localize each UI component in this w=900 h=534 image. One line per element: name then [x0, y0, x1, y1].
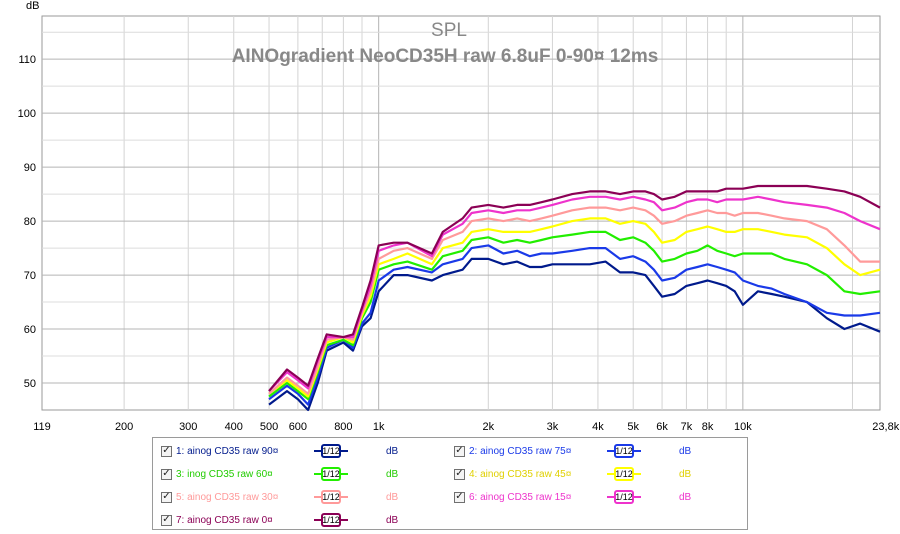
legend-checkbox[interactable]: ✓: [161, 445, 172, 457]
spl-chart: 119 200 300 400 500 600 800 1k 2k 3k 4k 5k 6k 7k 8k 10k…: [18, 0, 900, 433]
legend-label: 1: ainog CD35 raw 90¤: [176, 445, 279, 457]
legend-checkbox[interactable]: ✓: [161, 514, 172, 526]
legend-item: ✓ 3: inog CD35 raw 60¤ 1/12 dB: [161, 464, 426, 484]
series-line-2: [268, 244, 881, 406]
legend-checkbox[interactable]: ✓: [161, 491, 172, 503]
x-tick-label: 200: [115, 421, 133, 433]
legend-label: 6: ainog CD35 raw 15¤: [469, 491, 572, 503]
x-tick-label: 800: [334, 421, 352, 433]
legend-checkbox[interactable]: ✓: [161, 468, 172, 480]
x-tick-label: 2k: [482, 421, 494, 433]
x-tick-label: 6k: [656, 421, 668, 433]
smoothing-button[interactable]: 1/12: [314, 513, 348, 527]
smoothing-button[interactable]: 1/12: [314, 467, 348, 481]
legend-unit: dB: [386, 445, 399, 457]
legend-checkbox[interactable]: ✓: [454, 445, 465, 457]
legend-label: 5: ainog CD35 raw 30¤: [176, 491, 279, 503]
smoothing-button[interactable]: 1/12: [314, 490, 348, 504]
series-lines: [268, 184, 881, 412]
legend-item: ✓ 4: ainog CD35 raw 45¤ 1/12 dB: [454, 464, 719, 484]
y-tick-label: 90: [24, 162, 36, 174]
y-tick-label: 100: [18, 108, 36, 120]
x-tick-label: 300: [179, 421, 197, 433]
y-tick-label: 70: [24, 270, 36, 282]
x-tick-label: 119: [33, 421, 51, 433]
y-tick-label: 60: [24, 324, 36, 336]
y-tick-label: 80: [24, 216, 36, 228]
smoothing-button[interactable]: 1/12: [314, 444, 348, 458]
x-tick-label: 400: [225, 421, 243, 433]
legend-item: ✓ 7: ainog CD35 raw 0¤ 1/12 dB: [161, 510, 426, 530]
smoothing-label: 1/12: [321, 467, 341, 481]
legend-label: 2: ainog CD35 raw 75¤: [469, 445, 572, 457]
legend-item: ✓ 2: ainog CD35 raw 75¤ 1/12 dB: [454, 441, 719, 461]
legend-item: ✓ 6: ainog CD35 raw 15¤ 1/12 dB: [454, 487, 719, 507]
x-tick-label: 5k: [627, 421, 639, 433]
x-tick-label: 7k: [681, 421, 693, 433]
x-axis-ticks: 119 200 300 400 500 600 800 1k 2k 3k 4k 5k 6k 7k 8k 10k…: [33, 421, 900, 433]
grid: [42, 16, 880, 410]
smoothing-button[interactable]: 1/12: [607, 467, 641, 481]
series-line-7: [268, 184, 881, 392]
x-tick-label: 23,8k Hz: [872, 421, 900, 433]
legend-label: 4: ainog CD35 raw 45¤: [469, 468, 572, 480]
smoothing-label: 1/12: [614, 490, 634, 504]
x-tick-label: 10k: [734, 421, 752, 433]
smoothing-label: 1/12: [321, 444, 341, 458]
legend-unit: dB: [386, 514, 399, 526]
legend-unit: dB: [679, 468, 692, 480]
y-tick-label: 110: [18, 54, 36, 66]
y-axis-ticks: 50 60 70 80 90 100 110: [18, 54, 36, 390]
x-tick-label: 500: [260, 421, 278, 433]
legend-unit: dB: [679, 445, 692, 457]
chart-subtitle: AINOgradient NeoCD35H raw 6.8uF 0-90¤ 12…: [232, 46, 659, 67]
legend-checkbox[interactable]: ✓: [454, 491, 465, 503]
smoothing-label: 1/12: [321, 513, 341, 527]
legend-label: 7: ainog CD35 raw 0¤: [176, 514, 273, 526]
smoothing-button[interactable]: 1/12: [607, 444, 641, 458]
legend-label: 3: inog CD35 raw 60¤: [176, 468, 273, 480]
x-tick-label: 8k: [702, 421, 714, 433]
legend-unit: dB: [386, 491, 399, 503]
legend-unit: dB: [679, 491, 692, 503]
y-tick-label: 50: [24, 378, 36, 390]
smoothing-label: 1/12: [321, 490, 341, 504]
smoothing-label: 1/12: [614, 467, 634, 481]
x-tick-label: 600: [289, 421, 307, 433]
x-tick-label: 3k: [547, 421, 559, 433]
legend-item: ✓ 1: ainog CD35 raw 90¤ 1/12 dB: [161, 441, 426, 461]
smoothing-label: 1/12: [614, 444, 634, 458]
x-tick-label: 1k: [373, 421, 385, 433]
legend-item: ✓ 5: ainog CD35 raw 30¤ 1/12 dB: [161, 487, 426, 507]
x-tick-label: 4k: [592, 421, 604, 433]
legend: ✓ 1: ainog CD35 raw 90¤ 1/12 dB ✓ 2: ainog CD…: [152, 437, 748, 530]
chart-title: SPL: [431, 20, 467, 41]
smoothing-button[interactable]: 1/12: [607, 490, 641, 504]
legend-checkbox[interactable]: ✓: [454, 468, 465, 480]
y-axis-label: dB: [26, 0, 39, 12]
legend-unit: dB: [386, 468, 399, 480]
